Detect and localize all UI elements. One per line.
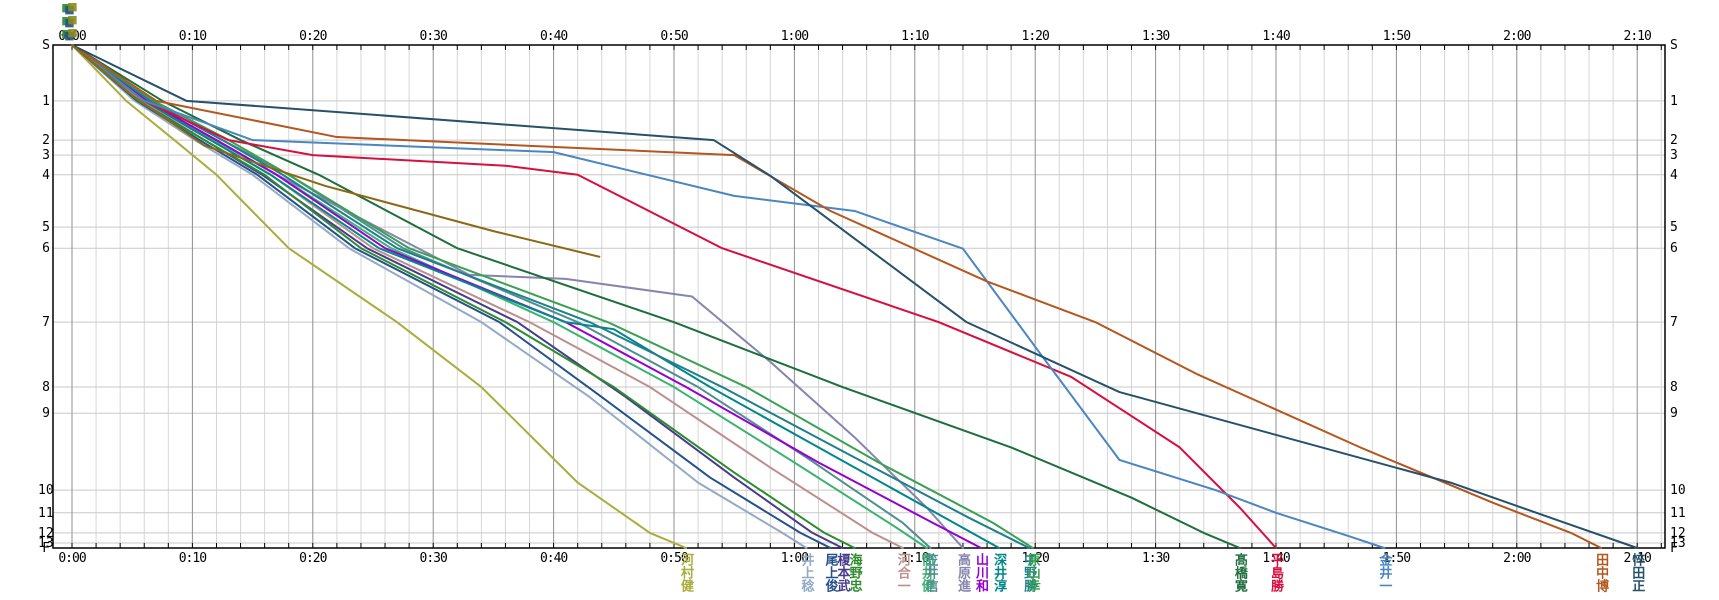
series-line-悴田正 (71, 44, 1639, 549)
series-line-井上稔 (71, 44, 808, 549)
series-line-髙橋寛 (71, 44, 1241, 549)
series-line-田中博 (71, 44, 1603, 549)
series-line-dnf (71, 44, 601, 258)
plot-border (52, 44, 1666, 549)
series-line-深井淳 (71, 44, 1001, 549)
series-line-中野勝 (71, 44, 1031, 549)
series-line-河村健 (71, 44, 688, 549)
series-line-原山幸 (71, 44, 1034, 549)
series-line-平島勝 (71, 44, 1277, 549)
series-line-金井一 (71, 44, 1386, 549)
series-line-山川和 (71, 44, 983, 549)
series-line-海野忠 (71, 44, 856, 549)
